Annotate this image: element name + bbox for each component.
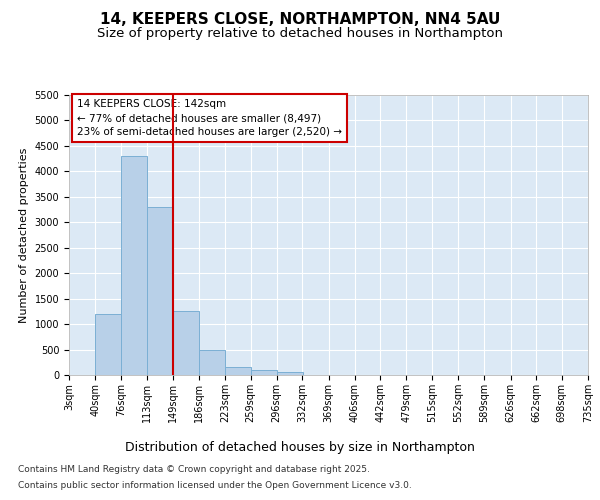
Bar (199, 350, 225, 375)
Text: 14, KEEPERS CLOSE, NORTHAMPTON, NN4 5AU: 14, KEEPERS CLOSE, NORTHAMPTON, NN4 5AU (100, 12, 500, 28)
Text: Contains public sector information licensed under the Open Government Licence v3: Contains public sector information licen… (18, 480, 412, 490)
Text: Contains HM Land Registry data © Crown copyright and database right 2025.: Contains HM Land Registry data © Crown c… (18, 466, 370, 474)
Y-axis label: Number of detached properties: Number of detached properties (19, 148, 29, 322)
Bar (121, 156, 147, 375)
Bar (147, 207, 173, 375)
Bar (95, 314, 121, 375)
Text: 14 KEEPERS CLOSE: 142sqm
← 77% of detached houses are smaller (8,497)
23% of sem: 14 KEEPERS CLOSE: 142sqm ← 77% of detach… (77, 99, 342, 137)
Text: Size of property relative to detached houses in Northampton: Size of property relative to detached ho… (97, 28, 503, 40)
Bar (173, 312, 199, 375)
Bar (277, 372, 303, 375)
Text: Distribution of detached houses by size in Northampton: Distribution of detached houses by size … (125, 441, 475, 454)
Bar (251, 370, 277, 375)
Bar (225, 368, 251, 375)
